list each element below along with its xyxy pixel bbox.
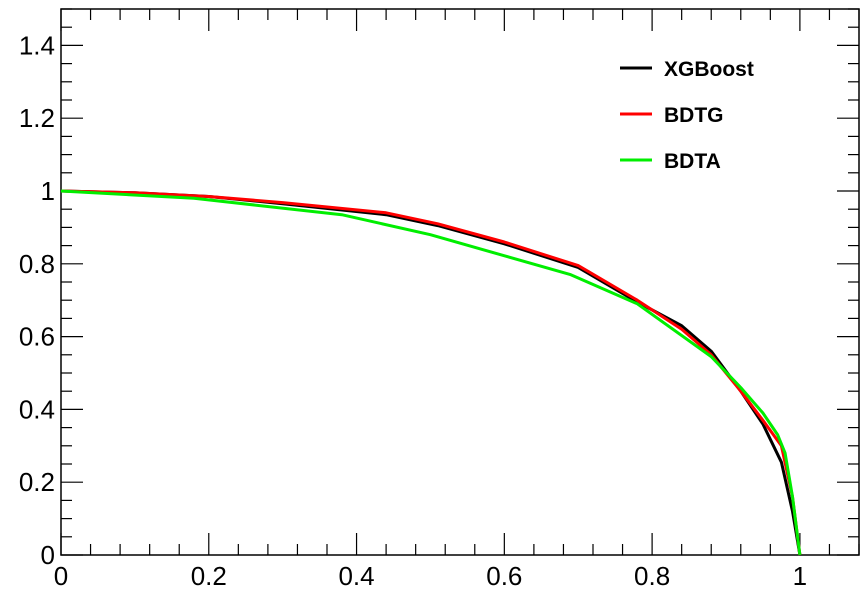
x-tick-label: 0.6 [486, 561, 522, 589]
series-lines [60, 189, 802, 556]
x-tick-label: 0.2 [191, 561, 227, 589]
y-tick-label: 0.2 [19, 467, 55, 497]
plot-frame [60, 8, 860, 556]
y-tick-label: 0.4 [19, 394, 55, 424]
legend-label: XGBoost [664, 58, 754, 81]
x-tick-label: 1 [793, 561, 807, 589]
y-tick-label: 1 [41, 176, 55, 206]
y-tick-label: 0.6 [19, 322, 55, 352]
y-tick-label: 0 [41, 540, 55, 570]
x-tick-label: 0.8 [634, 561, 670, 589]
x-tick-label: 0.4 [338, 561, 374, 589]
x-tick-label: 0 [54, 561, 68, 589]
y-tick-label: 0.8 [19, 249, 55, 279]
legend-label: BDTG [664, 104, 724, 127]
y-tick-label: 1.2 [19, 103, 55, 133]
series-line-xgboost [60, 189, 802, 556]
axis-ticks [60, 8, 860, 556]
y-tick-label: 1.4 [19, 30, 55, 60]
axis-tick-labels: 0 0.2 0.4 0.6 0.8 1 0 0.2 0.4 0.6 0.8 1 1.2 1.4 [19, 30, 807, 589]
series-line-bdtg [60, 189, 802, 556]
legend: XGBoost BDTG BDTA [620, 58, 754, 173]
series-line-bdta [60, 189, 802, 556]
legend-label: BDTA [664, 150, 721, 173]
